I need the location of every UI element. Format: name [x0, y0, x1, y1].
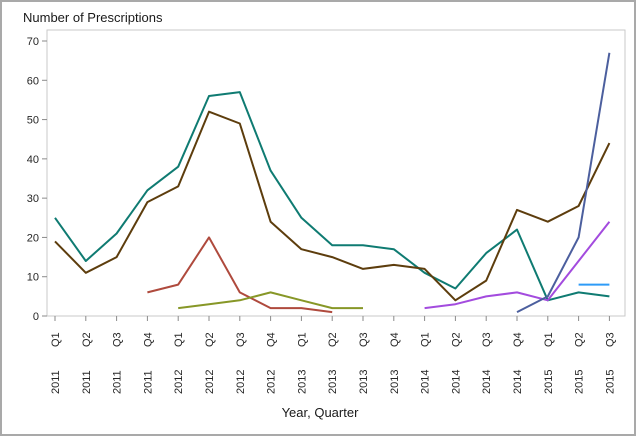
series-line-red [147, 236, 333, 314]
y-axis-tick-label: 60 [27, 75, 39, 87]
x-axis-year-label: 2014 [450, 370, 462, 394]
x-axis-quarter-label: Q2 [450, 332, 462, 347]
x-axis-quarter-label: Q2 [574, 332, 586, 347]
x-axis-quarter-label: Q3 [358, 332, 370, 347]
y-axis-tick-label: 10 [27, 272, 39, 284]
x-axis-year-label: 2011 [81, 370, 93, 394]
x-axis-quarter-label: Q3 [112, 332, 124, 347]
x-axis-quarter-label: Q2 [204, 332, 216, 347]
x-axis-year-label: 2011 [50, 370, 62, 394]
y-axis-tick-label: 70 [27, 36, 39, 48]
x-axis-year-label: 2013 [296, 370, 308, 394]
y-axis-tick-label: 20 [27, 232, 39, 244]
x-axis-quarter-label: Q2 [81, 332, 93, 347]
x-axis-year-label: 2011 [142, 370, 154, 394]
x-axis-quarter-label: Q2 [327, 332, 339, 347]
x-axis-quarter-label: Q1 [173, 332, 185, 347]
x-axis-year-label: 2013 [358, 370, 370, 394]
x-axis-title: Year, Quarter [281, 405, 359, 420]
x-axis-year-label: 2011 [112, 370, 124, 394]
x-axis-quarter-label: Q3 [481, 332, 493, 347]
x-axis-quarter-label: Q1 [420, 332, 432, 347]
x-axis-year-label: 2015 [543, 370, 555, 394]
x-axis-year-label: 2012 [235, 370, 247, 394]
series-line-purple [424, 221, 611, 310]
x-axis-year-label: 2012 [204, 370, 216, 394]
x-axis-quarter-label: Q1 [50, 332, 62, 347]
series-line-brown [54, 110, 611, 302]
x-axis-quarter-label: Q3 [604, 332, 616, 347]
x-axis-year-label: 2014 [481, 370, 493, 394]
series-line-olive [178, 291, 363, 310]
x-axis-quarter-label: Q4 [389, 332, 401, 347]
x-axis-year-label: 2012 [266, 370, 278, 394]
chart-title: Number of Prescriptions [23, 10, 163, 25]
x-axis-quarter-label: Q4 [512, 332, 524, 347]
x-axis-quarter-label: Q1 [296, 332, 308, 347]
series-line-teal [54, 91, 610, 302]
x-axis-quarter-label: Q3 [235, 332, 247, 347]
x-axis-year-label: 2015 [574, 370, 586, 394]
x-axis-year-label: 2013 [389, 370, 401, 394]
x-axis-year-label: 2015 [604, 370, 616, 394]
y-axis-tick-label: 30 [27, 193, 39, 205]
x-axis-quarter-label: Q4 [266, 332, 278, 347]
y-axis-tick-label: 0 [33, 311, 39, 323]
x-axis-year-label: 2014 [512, 370, 524, 394]
series-line-slate-blue [516, 52, 611, 313]
x-axis-year-label: 2012 [173, 370, 185, 394]
x-axis-quarter-label: Q1 [543, 332, 555, 347]
plot-area-frame [46, 29, 626, 317]
x-axis-quarter-label: Q4 [142, 332, 154, 347]
x-axis-year-label: 2014 [420, 370, 432, 394]
x-axis-year-label: 2013 [327, 370, 339, 394]
y-axis-tick-label: 50 [27, 115, 39, 127]
y-axis-tick-label: 40 [27, 154, 39, 166]
